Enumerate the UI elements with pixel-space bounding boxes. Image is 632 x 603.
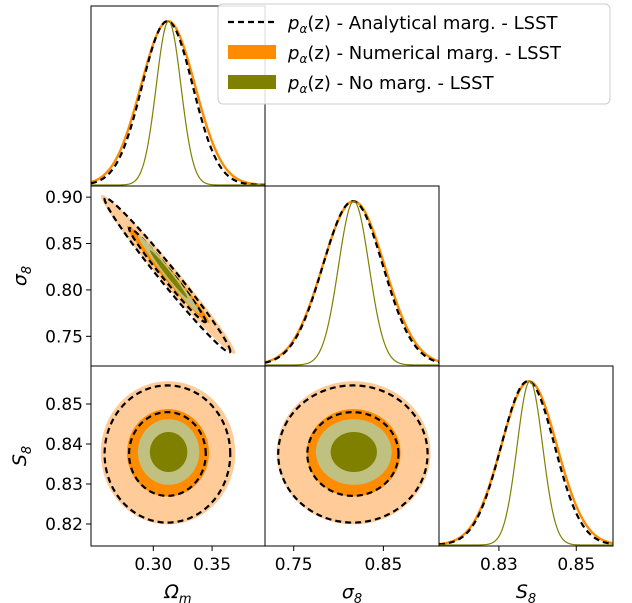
- y-axis-label-1: σ8: [9, 266, 35, 286]
- x-tick-label: 0.83: [480, 555, 518, 575]
- panels-layer: [91, 19, 613, 546]
- y-tick-label: 0.90: [45, 188, 83, 208]
- x-axis-label-1: σ8: [342, 581, 362, 603]
- contour-analytical-1sigma: [127, 226, 207, 324]
- marginal-curve-2-series-2: [439, 380, 613, 546]
- contour-nomarg-1sigma: [149, 431, 188, 473]
- legend-box: [217, 3, 611, 105]
- contour-panel-1-0: [100, 194, 236, 354]
- marginal-panel-2: [439, 379, 613, 546]
- y-tick-label: 0.83: [45, 475, 83, 495]
- contour-analytical-1sigma: [306, 411, 400, 497]
- x-tick-label: 0.85: [364, 555, 402, 575]
- y-tick-label: 0.82: [45, 515, 83, 535]
- x-tick-label: 0.75: [275, 555, 313, 575]
- contour-nomarg-1sigma: [330, 431, 377, 473]
- labels-layer: 0.30 0.35 0.75 0.85 0.83 0.85 0.75 0.80 0.85 0.90…: [9, 188, 595, 603]
- marginal-curve-1-series-2: [265, 200, 439, 366]
- legend-label-0: pα(z) - Analytical marg. - LSST: [287, 13, 559, 36]
- x-axis-label-0: Ωm: [163, 581, 191, 603]
- contour-analytical-2sigma: [103, 384, 232, 524]
- contour-analytical-1sigma: [127, 411, 207, 497]
- legend-label-2: pα(z) - No marg. - LSST: [287, 73, 495, 96]
- x-tick-label: 0.35: [193, 555, 231, 575]
- marginal-curve-2-series-1: [439, 379, 613, 546]
- marginal-curve-0-series-0: [91, 20, 265, 186]
- contour-analytical-2sigma: [277, 384, 429, 524]
- legend-handle-2: [228, 75, 276, 89]
- legend-label-1: pα(z) - Numerical marg. - LSST: [287, 43, 562, 66]
- marginal-curve-2-series-0: [439, 380, 613, 546]
- y-tick-label: 0.80: [45, 281, 83, 301]
- y-tick-label: 0.85: [45, 235, 83, 255]
- legend: pα(z) - Analytical marg. - LSST pα(z) - N…: [217, 3, 611, 105]
- y-axis-label-2: S8: [9, 446, 35, 466]
- marginal-panel-1: [265, 200, 439, 366]
- x-axis-label-2: S8: [516, 581, 536, 603]
- contour-panel-2-1: [276, 381, 431, 525]
- x-tick-label: 0.85: [557, 555, 595, 575]
- contour-analytical-2sigma: [103, 196, 232, 354]
- legend-handle-1: [228, 45, 276, 59]
- contour-nomarg-1sigma: [149, 250, 188, 299]
- marginal-curve-0-series-2: [91, 20, 265, 186]
- y-tick-label: 0.75: [45, 327, 83, 347]
- y-tick-label: 0.84: [45, 435, 83, 455]
- y-tick-label: 0.85: [45, 395, 83, 415]
- marginal-curve-1-series-1: [265, 200, 439, 364]
- contour-panel-2-0: [100, 381, 236, 525]
- x-tick-label: 0.30: [134, 555, 172, 575]
- marginal-panel-0: [91, 19, 265, 186]
- panel-frame-2-2: [438, 365, 614, 547]
- marginal-curve-1-series-0: [265, 200, 439, 364]
- marginal-curve-0-series-1: [91, 19, 265, 186]
